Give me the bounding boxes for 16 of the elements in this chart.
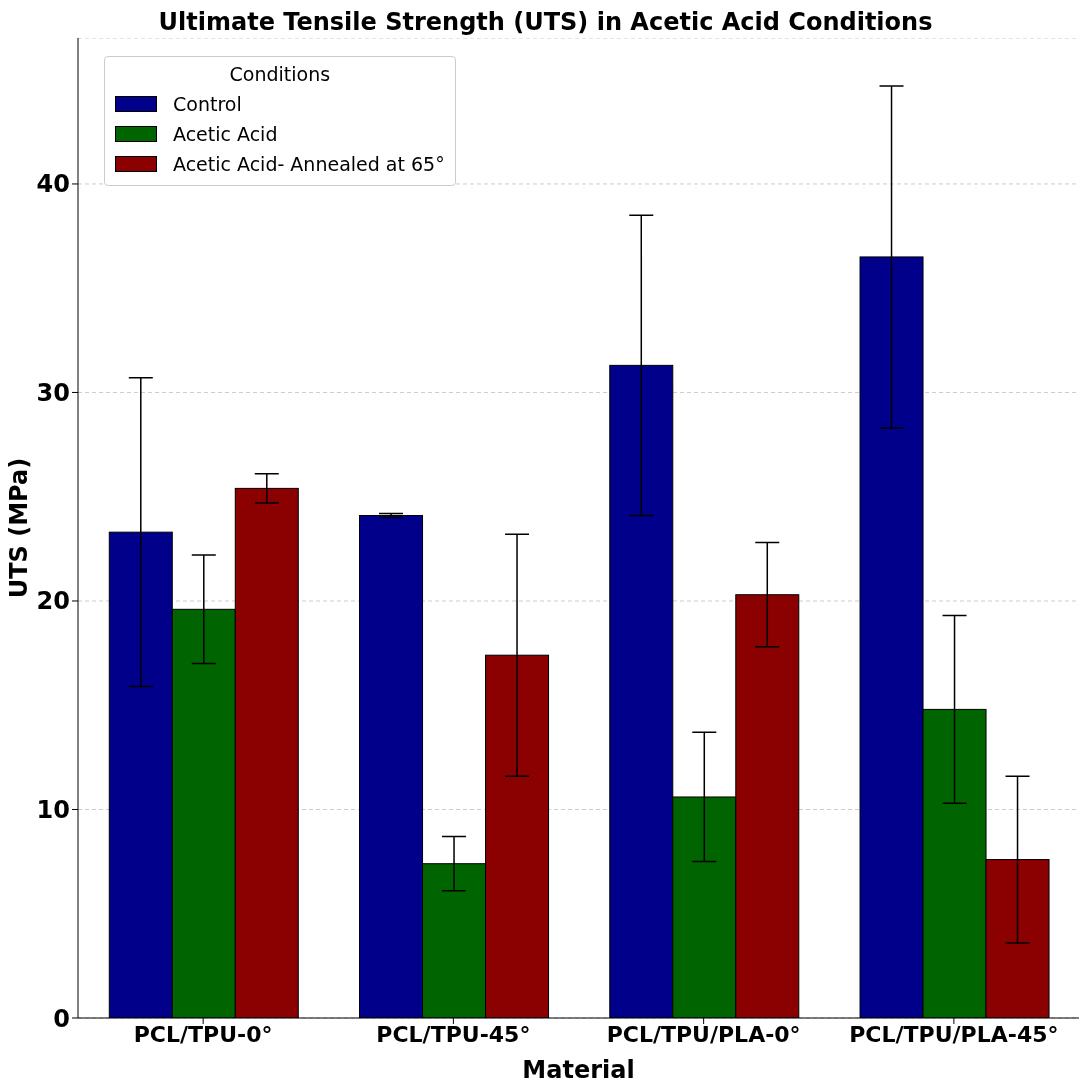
x-tick-label: PCL/TPU-45°: [376, 1021, 531, 1047]
x-tick-label: PCL/TPU/PLA-45°: [849, 1021, 1059, 1047]
x-tick-label: PCL/TPU/PLA-0°: [606, 1021, 801, 1047]
y-tick-label: 10: [36, 796, 70, 825]
chart-title: Ultimate Tensile Strength (UTS) in Acetic Acid Conditions: [157, 8, 934, 38]
legend-title: Conditions: [228, 63, 332, 85]
y-tick-label: 30: [36, 378, 70, 407]
y-tick-label: 40: [36, 170, 70, 199]
y-tick-label: 20: [36, 587, 70, 616]
y-tick-label: 0: [53, 1004, 70, 1033]
y-axis-title: UTS (MPa): [4, 457, 33, 599]
x-axis-title: Material: [522, 1056, 635, 1084]
legend-label: Acetic Acid: [173, 123, 278, 145]
x-tick-label: PCL/TPU-0°: [133, 1021, 273, 1047]
legend-label: Control: [173, 93, 242, 115]
legend-label: Acetic Acid- Annealed at 65°: [173, 153, 445, 175]
